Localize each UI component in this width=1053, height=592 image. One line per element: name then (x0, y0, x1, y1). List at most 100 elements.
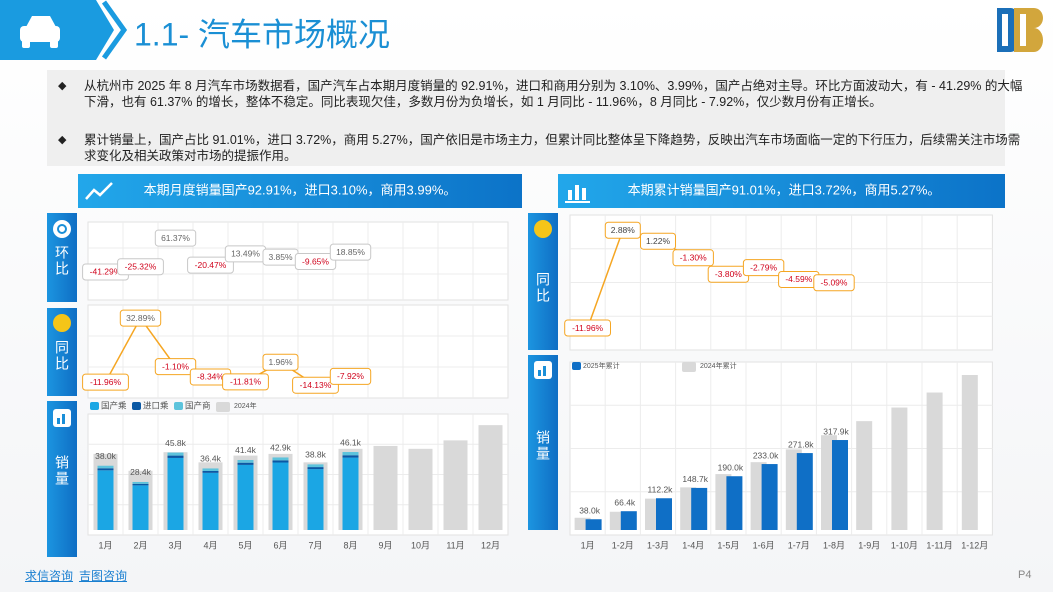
data-label: -1.10% (162, 361, 189, 371)
label-box (262, 353, 299, 371)
data-label: 38.0k (579, 505, 601, 515)
bar (796, 453, 813, 530)
label-box (329, 367, 372, 385)
bullet: 累计销量上，国产占比 91.01%，进口 3.72%，商用 5.27%，国产依旧… (58, 132, 1024, 164)
bar (272, 457, 289, 461)
x-tick-label: 1-9月 (858, 540, 880, 550)
total-label: 38.0k (95, 451, 117, 461)
legend-swatch (682, 362, 696, 372)
x-tick-label: 1-11月 (926, 540, 952, 550)
side-box (528, 355, 558, 530)
x-tick-label: 9月 (378, 540, 392, 550)
label-box (813, 274, 855, 292)
total-label: 41.4k (235, 445, 257, 455)
bar (202, 470, 219, 473)
bar (97, 465, 114, 469)
bar (443, 440, 468, 530)
x-tick-label: 1-12月 (961, 540, 988, 550)
label-box (292, 376, 339, 394)
data-label: -11.81% (230, 377, 261, 387)
page-number: P4 (1018, 569, 1032, 581)
bar (408, 448, 433, 530)
data-label: -7.92% (337, 371, 364, 381)
label-box (82, 373, 129, 391)
data-label: -2.79% (750, 262, 777, 272)
x-tick-label: 1-10月 (891, 540, 918, 550)
data-label: -14.13% (300, 380, 332, 390)
banner (558, 174, 1005, 208)
header-chevron-line (101, 0, 128, 60)
page-title: 1.1- 汽车市场概况 (134, 16, 390, 52)
bar (307, 464, 324, 468)
bar (832, 440, 848, 530)
x-tick-label: 10月 (411, 540, 430, 550)
label-box (154, 358, 197, 376)
banner-text: 本期累计销量国产91.01%，进口3.72%，商用5.27%。 (628, 182, 941, 197)
total-label: 38.8k (305, 450, 327, 460)
data-label: -20.47% (195, 260, 227, 270)
legend-label: 2024年累计 (700, 361, 737, 370)
banner-text: 本期月度销量国产92.91%，进口3.10%，商用3.99%。 (144, 182, 457, 197)
x-tick-label: 1-8月 (823, 540, 845, 550)
side-label: 销量 (54, 455, 70, 487)
bar (926, 392, 943, 530)
total-label: 45.8k (165, 438, 187, 448)
x-tick-label: 1月 (581, 540, 595, 550)
data-label: 148.7k (682, 474, 708, 484)
side-label: 销量 (535, 430, 551, 462)
label-box (119, 309, 162, 327)
data-label: -41.29% (90, 267, 122, 277)
data-label: -11.96% (572, 323, 603, 333)
bar (97, 470, 114, 530)
data-label: -25.32% (125, 261, 157, 271)
label-box (222, 373, 269, 391)
bar (202, 468, 219, 471)
legend-swatch (132, 402, 141, 410)
bar (656, 498, 672, 530)
x-tick-label: 6月 (273, 540, 287, 550)
x-tick-label: 4月 (203, 540, 217, 550)
bar (167, 457, 184, 530)
legend-label: 国产乘 (101, 400, 127, 410)
bar (272, 460, 289, 463)
data-label: 2.88% (611, 225, 636, 235)
x-tick-label: 3月 (168, 540, 182, 550)
data-label: -1.30% (680, 253, 707, 263)
x-tick-label: 11月 (446, 540, 464, 550)
footer-link[interactable]: 求信咨询 (25, 569, 74, 583)
bar (237, 464, 254, 530)
banner (78, 174, 522, 208)
legend-swatch (174, 402, 183, 410)
data-label: 18.85% (336, 247, 365, 257)
legend-swatch (90, 402, 99, 410)
bar (132, 483, 149, 486)
data-label: 32.89% (126, 313, 155, 323)
footer-link[interactable]: 吉图咨询 (79, 569, 128, 583)
x-tick-label: 1-7月 (788, 540, 810, 550)
total-label: 42.9k (270, 443, 292, 453)
bar (478, 425, 503, 530)
bar (891, 407, 908, 530)
data-label: 1.22% (646, 236, 671, 246)
legend-label: 2024年 (234, 401, 257, 410)
legend-label: 国产商 (185, 400, 211, 410)
x-tick-label: 7月 (308, 540, 322, 550)
bar (307, 467, 324, 470)
label-box (564, 319, 612, 337)
bar (691, 487, 708, 530)
x-tick-label: 8月 (343, 540, 357, 550)
side-label: 同比 (535, 272, 551, 304)
bar (167, 455, 184, 458)
car-icon (20, 16, 60, 48)
label-box (742, 259, 785, 277)
label-box (117, 258, 164, 276)
data-label: -4.59% (785, 274, 812, 284)
bar (202, 472, 219, 530)
data-label: 271.8k (788, 439, 814, 449)
label-box (329, 243, 372, 261)
label-box (640, 232, 676, 250)
label-box (672, 249, 714, 267)
x-tick-label: 5月 (238, 540, 252, 550)
x-tick-label: 2月 (133, 540, 147, 550)
